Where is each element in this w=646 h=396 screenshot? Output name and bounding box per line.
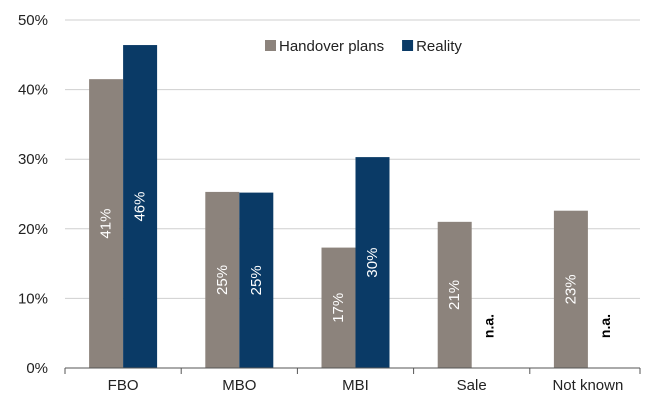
bar-data-label: 46% <box>132 192 149 222</box>
bar-reality <box>239 192 274 368</box>
bar-data-label: 23% <box>562 274 579 304</box>
bar-na-label: n.a. <box>597 314 613 338</box>
bar-na-label: n.a. <box>481 314 497 338</box>
x-category-label: Not known <box>552 377 623 394</box>
bar-handover-plans <box>89 79 124 368</box>
bar-handover-plans <box>205 191 240 368</box>
bar-data-label: 30% <box>364 248 381 278</box>
y-tick-label: 50% <box>18 12 48 29</box>
y-tick-label: 40% <box>18 82 48 99</box>
x-category-label: Sale <box>457 377 487 394</box>
legend: Handover plans Reality <box>265 38 462 55</box>
gridlines <box>65 19 640 299</box>
bar-handover-plans <box>321 247 356 368</box>
bar-data-label: 21% <box>446 280 463 310</box>
y-tick-label: 10% <box>18 290 48 307</box>
bar-data-label: 25% <box>248 265 265 295</box>
bar-data-label: 25% <box>214 265 231 295</box>
bar-data-label: 41% <box>98 209 115 239</box>
legend-swatch <box>265 40 276 51</box>
bars <box>89 45 588 368</box>
legend-label: Reality <box>416 38 462 55</box>
x-axis: FBO MBO MBI Sale Not known <box>64 367 641 394</box>
bar-data-label: 17% <box>330 293 347 323</box>
bar-labels: 41% 46% 25% 25% 17% 30% 21% n.a. 23% n.a. <box>98 192 613 339</box>
y-tick-label: 30% <box>18 151 48 168</box>
bar-handover-plans <box>437 221 472 368</box>
legend-label: Handover plans <box>279 38 384 55</box>
x-category-label: FBO <box>108 377 139 394</box>
x-category-label: MBO <box>222 377 256 394</box>
legend-swatch <box>402 40 414 51</box>
bar-reality <box>355 157 390 368</box>
y-tick-label: 0% <box>26 360 48 377</box>
x-category-label: MBI <box>342 377 369 394</box>
bar-handover-plans <box>553 210 588 368</box>
y-tick-label: 20% <box>18 221 48 238</box>
y-axis-ticks: 0% 10% 20% 30% 40% 50% <box>18 12 48 377</box>
bar-reality <box>123 45 158 368</box>
